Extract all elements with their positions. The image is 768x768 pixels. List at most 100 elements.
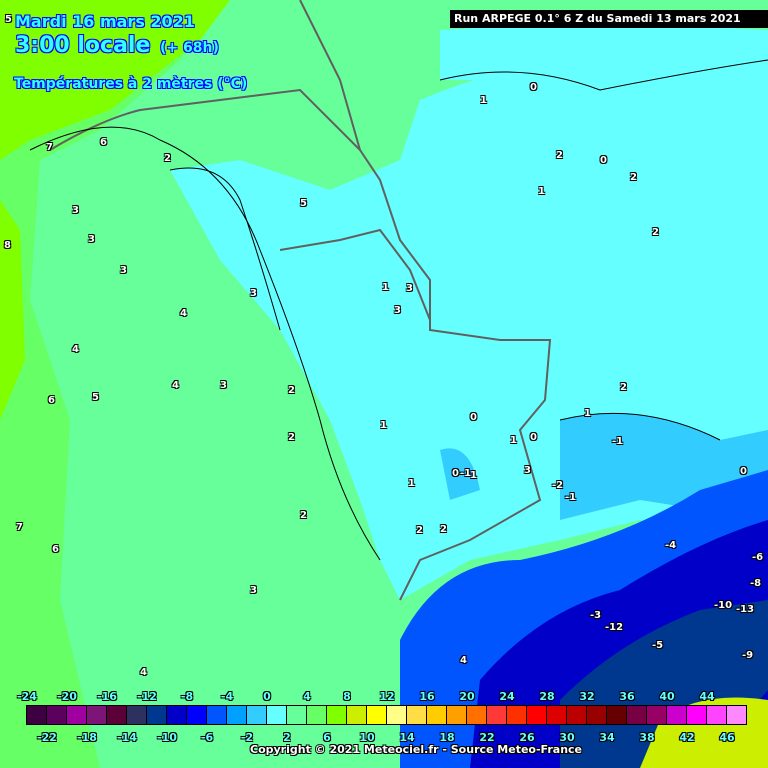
variable-title: Températures à 2 mètres (°C) xyxy=(14,76,248,92)
legend-swatch xyxy=(47,706,67,724)
legend-swatch xyxy=(347,706,367,724)
forecast-lead-time: (+ 68h) xyxy=(160,40,219,56)
isotherm-label: -8 xyxy=(750,578,762,589)
isotherm-label: 2 xyxy=(652,227,659,238)
isotherm-label: 4 xyxy=(140,667,147,678)
legend-top-label: 20 xyxy=(459,690,475,703)
isotherm-label: -3 xyxy=(590,610,602,621)
borders xyxy=(49,0,552,601)
isotherms xyxy=(29,59,768,561)
legend-bottom-label: 14 xyxy=(399,731,415,744)
isotherm-label: 1 xyxy=(480,95,487,106)
legend-bottom-label: 2 xyxy=(283,731,291,744)
legend-swatch xyxy=(707,706,727,724)
isotherm-label: 1 xyxy=(470,470,477,481)
run-info: Run ARPEGE 0.1° 6 Z du Samedi 13 mars 20… xyxy=(450,10,768,28)
legend-top-label: 12 xyxy=(379,690,395,703)
isotherm-label: 2 xyxy=(556,150,563,161)
isotherm-label: 6 xyxy=(48,395,55,406)
legend-swatch xyxy=(287,706,307,724)
legend-bottom-label: 30 xyxy=(559,731,575,744)
isotherm-label: 5 xyxy=(300,198,307,209)
isotherm-label: -4 xyxy=(665,540,677,551)
legend-swatch xyxy=(207,706,227,724)
forecast-date: Mardi 16 mars 2021 xyxy=(15,12,195,31)
legend-swatch xyxy=(227,706,247,724)
isotherm-label: 4 xyxy=(72,344,79,355)
isotherm-label: -6 xyxy=(752,552,764,563)
legend-bottom-label: 10 xyxy=(359,731,375,744)
legend-top-label: -20 xyxy=(57,690,77,703)
legend-swatch xyxy=(487,706,507,724)
legend-swatch xyxy=(327,706,347,724)
isotherm-label: 1 xyxy=(510,435,517,446)
legend-swatch xyxy=(187,706,207,724)
isotherm-label: 0 xyxy=(470,412,477,423)
isotherm-label: 1 xyxy=(584,408,591,419)
legend-top-label: 36 xyxy=(619,690,635,703)
legend-swatch xyxy=(647,706,667,724)
isotherm-label: 3 xyxy=(250,288,257,299)
legend-bottom-label: -10 xyxy=(157,731,177,744)
legend-bottom-label: 18 xyxy=(439,731,455,744)
legend-swatch xyxy=(567,706,587,724)
legend-bottom-label: 22 xyxy=(479,731,495,744)
isotherm-label: 3 xyxy=(72,205,79,216)
isotherm-label: 3 xyxy=(406,283,413,294)
isotherm-label: 2 xyxy=(620,382,627,393)
isotherm-label: 6 xyxy=(100,137,107,148)
legend-top-label: 32 xyxy=(579,690,595,703)
legend-swatch xyxy=(727,706,746,724)
legend-swatch xyxy=(307,706,327,724)
legend-swatch xyxy=(87,706,107,724)
legend-swatch xyxy=(427,706,447,724)
legend-swatch xyxy=(607,706,627,724)
isotherm-label: 3 xyxy=(524,465,531,476)
isotherm-label: 5 xyxy=(92,392,99,403)
isotherm-label: 0 xyxy=(530,432,537,443)
legend-bottom-label: 46 xyxy=(719,731,735,744)
isotherm-label: 6 xyxy=(52,544,59,555)
legend-swatch xyxy=(267,706,287,724)
legend-top-label: 16 xyxy=(419,690,435,703)
zone-minus2-0-b xyxy=(440,448,480,500)
legend-top-label: 28 xyxy=(539,690,555,703)
isotherm-label: 1 xyxy=(380,420,387,431)
legend-swatch xyxy=(127,706,147,724)
legend-swatch xyxy=(687,706,707,724)
isotherm-label: 7 xyxy=(46,142,53,153)
isotherm-label: -12 xyxy=(605,622,624,633)
isotherm-label: -13 xyxy=(736,604,755,615)
legend-bottom-label: -2 xyxy=(240,731,254,744)
legend-top-label: 40 xyxy=(659,690,675,703)
legend-swatch xyxy=(147,706,167,724)
zone-0-2-north xyxy=(440,25,768,80)
isotherm-label: 3 xyxy=(120,265,127,276)
isotherm-label: -1 xyxy=(612,436,624,447)
isotherm-label: 3 xyxy=(250,585,257,596)
isotherm-label: 1 xyxy=(538,186,545,197)
isotherm-label: 2 xyxy=(288,432,295,443)
legend-top-label: -4 xyxy=(220,690,234,703)
legend-swatch xyxy=(247,706,267,724)
legend-swatch xyxy=(387,706,407,724)
isotherm-label: -5 xyxy=(652,640,664,651)
legend-top-label: 8 xyxy=(343,690,351,703)
legend-swatch xyxy=(167,706,187,724)
legend-top-label: -12 xyxy=(137,690,157,703)
legend-swatch xyxy=(447,706,467,724)
zone-6-8 xyxy=(0,0,230,768)
legend-swatch xyxy=(367,706,387,724)
legend-swatch xyxy=(627,706,647,724)
zone-8-10-west xyxy=(0,200,25,420)
isotherm-label: 2 xyxy=(300,510,307,521)
legend-bottom-label: 42 xyxy=(679,731,695,744)
isotherm-label: 5 xyxy=(5,14,12,25)
legend-swatch xyxy=(107,706,127,724)
legend-swatch xyxy=(27,706,47,724)
isotherm-label: 2 xyxy=(630,172,637,183)
isotherm-label: 3 xyxy=(220,380,227,391)
legend-bottom-label: -14 xyxy=(117,731,137,744)
isotherm-label: 2 xyxy=(416,525,423,536)
